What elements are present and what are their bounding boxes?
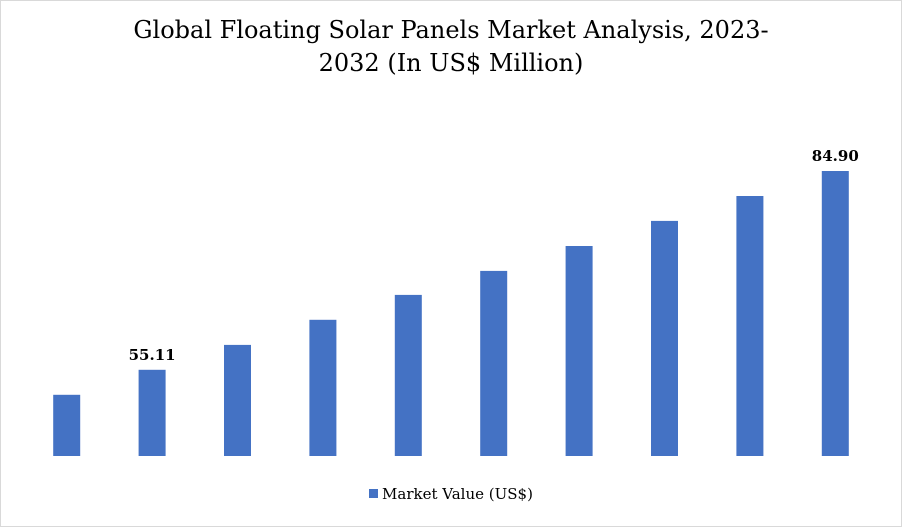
bar-2026 <box>309 319 337 456</box>
bar-series <box>53 171 849 456</box>
bar-2025 <box>224 344 251 456</box>
legend-label: Market Value (US$) <box>382 485 533 503</box>
data-labels: 55.11 84.90 <box>129 147 859 364</box>
bar-2032 <box>821 171 849 456</box>
data-label-2024: 55.11 <box>129 346 176 364</box>
chart-title-line-1: Global Floating Solar Panels Market Anal… <box>133 16 769 44</box>
bar-2024 <box>138 369 166 456</box>
legend: Market Value (US$) <box>0 485 902 503</box>
data-label-2032: 84.90 <box>812 147 859 165</box>
bar-2029 <box>565 246 593 456</box>
chart-title: Global Floating Solar Panels Market Anal… <box>0 14 902 80</box>
bar-2023 <box>53 394 81 456</box>
bar-2027 <box>394 294 422 456</box>
bar-2028 <box>480 270 508 456</box>
bar-2031 <box>736 196 764 456</box>
chart-title-line-2: 2032 (In US$ Million) <box>318 49 584 77</box>
bar-2030 <box>651 220 678 456</box>
legend-swatch <box>369 489 379 498</box>
